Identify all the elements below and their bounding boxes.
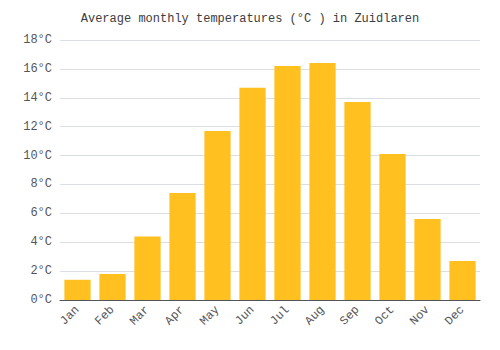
svg-text:2°C: 2°C — [30, 264, 52, 278]
svg-text:Jun: Jun — [232, 303, 257, 328]
svg-text:May: May — [197, 303, 222, 328]
svg-text:Aug: Aug — [302, 303, 327, 328]
svg-text:14°C: 14°C — [23, 91, 52, 105]
svg-text:18°C: 18°C — [23, 33, 52, 47]
svg-text:Jul: Jul — [267, 303, 292, 328]
svg-text:10°C: 10°C — [23, 149, 52, 163]
svg-text:Dec: Dec — [442, 303, 467, 328]
svg-text:Apr: Apr — [162, 303, 187, 328]
svg-text:Mar: Mar — [127, 303, 152, 328]
svg-text:8°C: 8°C — [30, 177, 52, 191]
svg-text:Average monthly temperatures (: Average monthly temperatures (°C ) in Zu… — [81, 12, 419, 26]
svg-text:Sep: Sep — [337, 303, 362, 328]
svg-text:0°C: 0°C — [30, 293, 52, 307]
svg-text:Jan: Jan — [57, 303, 82, 328]
svg-text:12°C: 12°C — [23, 120, 52, 134]
svg-text:Oct: Oct — [372, 303, 397, 328]
svg-text:Nov: Nov — [407, 303, 432, 328]
svg-text:16°C: 16°C — [23, 62, 52, 76]
svg-text:Feb: Feb — [92, 303, 117, 328]
svg-text:6°C: 6°C — [30, 206, 52, 220]
svg-text:4°C: 4°C — [30, 235, 52, 249]
